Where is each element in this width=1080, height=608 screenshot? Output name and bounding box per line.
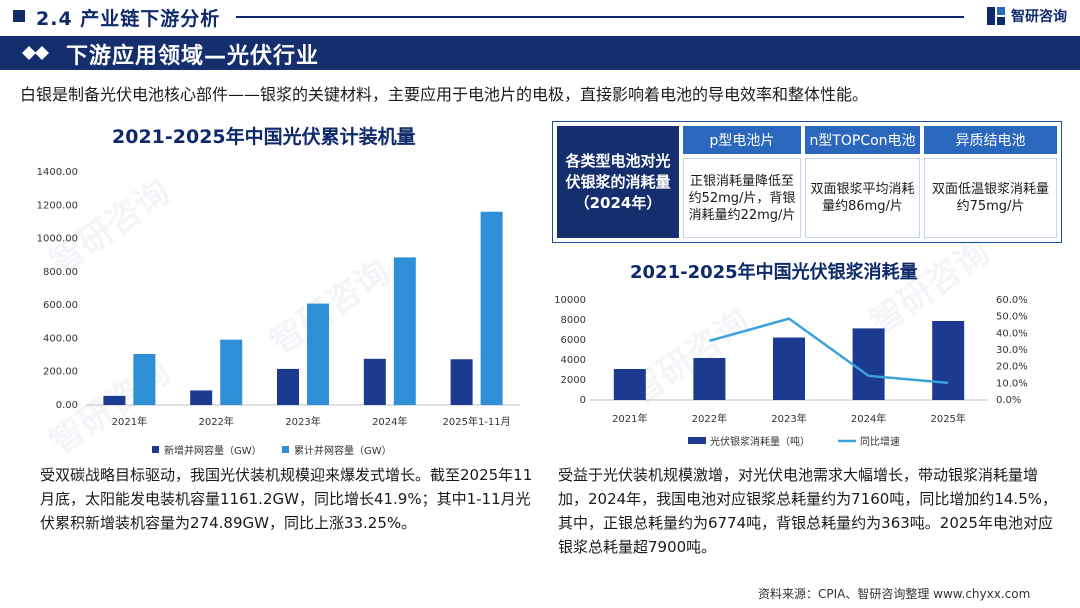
bar-silver-paste xyxy=(773,337,805,400)
bar-new xyxy=(103,395,126,405)
legend-swatch xyxy=(282,446,289,453)
y-tick-label: 0 xyxy=(580,395,586,406)
diamond-icon xyxy=(22,46,49,60)
y2-tick-label: 20.0% xyxy=(996,362,1028,373)
silver-consumption-table xyxy=(552,121,1062,243)
x-tick-label: 2023年 xyxy=(771,412,806,425)
brand: 智研咨询 xyxy=(985,5,1067,27)
bar-new xyxy=(450,359,473,405)
y-tick-label: 6000 xyxy=(561,335,586,346)
bar-silver-paste xyxy=(613,369,646,400)
bar-new xyxy=(363,358,386,405)
banner-title: 下游应用领域—光伏行业 xyxy=(66,44,320,69)
y2-tick-label: 30.0% xyxy=(996,345,1028,356)
line-growth-rate xyxy=(709,317,949,385)
bar-new xyxy=(277,368,299,405)
y2-tick-label: 40.0% xyxy=(996,328,1028,339)
table-cell-p: 正银消耗量降低至约52mg/片，背银消耗量约22mg/片 xyxy=(683,158,801,238)
x-tick-label: 2025年1-11月 xyxy=(443,415,511,428)
y-tick-label: 200.00 xyxy=(43,367,78,378)
legend-label: 同比增速 xyxy=(860,435,900,448)
legend-swatch xyxy=(152,446,159,453)
x-tick-label: 2022年 xyxy=(692,412,727,425)
x-tick-label: 2024年 xyxy=(851,412,886,425)
bar-silver-paste xyxy=(932,321,965,400)
bar-cumulative xyxy=(133,353,156,405)
table-row-header: 各类型电池对光伏银浆的消耗量（2024年） xyxy=(557,126,679,238)
bar-cumulative xyxy=(480,211,503,405)
y-tick-label: 4000 xyxy=(561,355,586,366)
paragraph-left: 受双碳战略目标驱动，我国光伏装机规模迎来爆发式增长。截至2025年11月底，太阳… xyxy=(40,466,533,532)
y-tick-label: 400.00 xyxy=(43,333,78,344)
y-tick-label: 2000 xyxy=(561,375,586,386)
y2-tick-label: 50.0% xyxy=(996,312,1028,323)
legend-swatch xyxy=(688,437,706,444)
brand-logo-icon xyxy=(985,5,1007,27)
y-tick-label: 800.00 xyxy=(43,267,78,278)
bar-silver-paste xyxy=(693,358,726,400)
legend-label: 累计并网容量（GW） xyxy=(294,444,392,457)
silver-paste-chart: 0 2000 4000 6000 8000 10000 0.0% 10.0% 20.0% 30.0… xyxy=(554,295,1028,448)
legend-label: 新增并网容量（GW） xyxy=(164,444,262,457)
paragraph-right: 受益于光伏装机规模激增，对光伏电池需求大幅增长，带动银浆消耗量增加，2024年，… xyxy=(558,466,1058,556)
y-tick-label: 1000.00 xyxy=(37,234,78,245)
x-tick-label: 2022年 xyxy=(198,415,233,428)
x-tick-label: 2021年 xyxy=(612,412,647,425)
bar-cumulative xyxy=(307,303,329,405)
table-cell-hjt: 双面低温银浆消耗量约75mg/片 xyxy=(924,158,1057,238)
intro-text: 白银是制备光伏电池核心部件——银浆的关键材料，主要应用于电池片的电极，直接影响着… xyxy=(20,85,869,104)
y2-tick-label: 10.0% xyxy=(996,378,1028,389)
table-col-header-p: p型电池片 xyxy=(683,126,801,154)
bar-new xyxy=(190,390,213,405)
y2-tick-label: 0.0% xyxy=(996,395,1021,406)
section-banner: 下游应用领域—光伏行业 xyxy=(0,36,1080,70)
x-tick-label: 2024年 xyxy=(372,415,407,428)
y-tick-label: 10000 xyxy=(554,295,586,306)
top-header: 2.4 产业链下游分析 智研咨询 xyxy=(0,0,1080,34)
bar-cumulative xyxy=(220,339,243,405)
x-tick-label: 2021年 xyxy=(112,415,147,428)
y2-tick-label: 60.0% xyxy=(996,295,1028,306)
brand-name: 智研咨询 xyxy=(1011,9,1067,25)
chart-title-installed: 2021-2025年中国光伏累计装机量 xyxy=(112,126,416,148)
y-tick-label: 600.00 xyxy=(43,300,78,311)
table-col-header-topcon: n型TOPCon电池 xyxy=(805,126,920,154)
bar-silver-paste xyxy=(852,328,885,400)
chart-title-silver-paste: 2021-2025年中国光伏银浆消耗量 xyxy=(630,262,918,283)
y-tick-label: 1200.00 xyxy=(37,200,78,211)
x-tick-label: 2025年 xyxy=(930,412,965,425)
header-divider xyxy=(236,16,964,18)
table-col-header-hjt: 异质结电池 xyxy=(924,126,1057,154)
x-tick-label: 2023年 xyxy=(285,415,320,428)
y-tick-label: 0.00 xyxy=(56,400,78,411)
source-note: 资料来源：CPIA、智研咨询整理 www.chyxx.com xyxy=(758,587,1031,601)
table-cell-topcon: 双面银浆平均消耗量约86mg/片 xyxy=(805,158,920,238)
legend-label: 光伏银浆消耗量（吨） xyxy=(710,435,810,448)
y-tick-label: 8000 xyxy=(561,315,586,326)
y-tick-label: 1400.00 xyxy=(37,167,78,178)
header-square-icon xyxy=(13,10,25,22)
bar-cumulative xyxy=(393,257,416,405)
section-title: 2.4 产业链下游分析 xyxy=(36,8,221,30)
installed-capacity-chart: 0.00 200.00 400.00 600.00 800.00 1000.00 1200.… xyxy=(37,167,520,457)
